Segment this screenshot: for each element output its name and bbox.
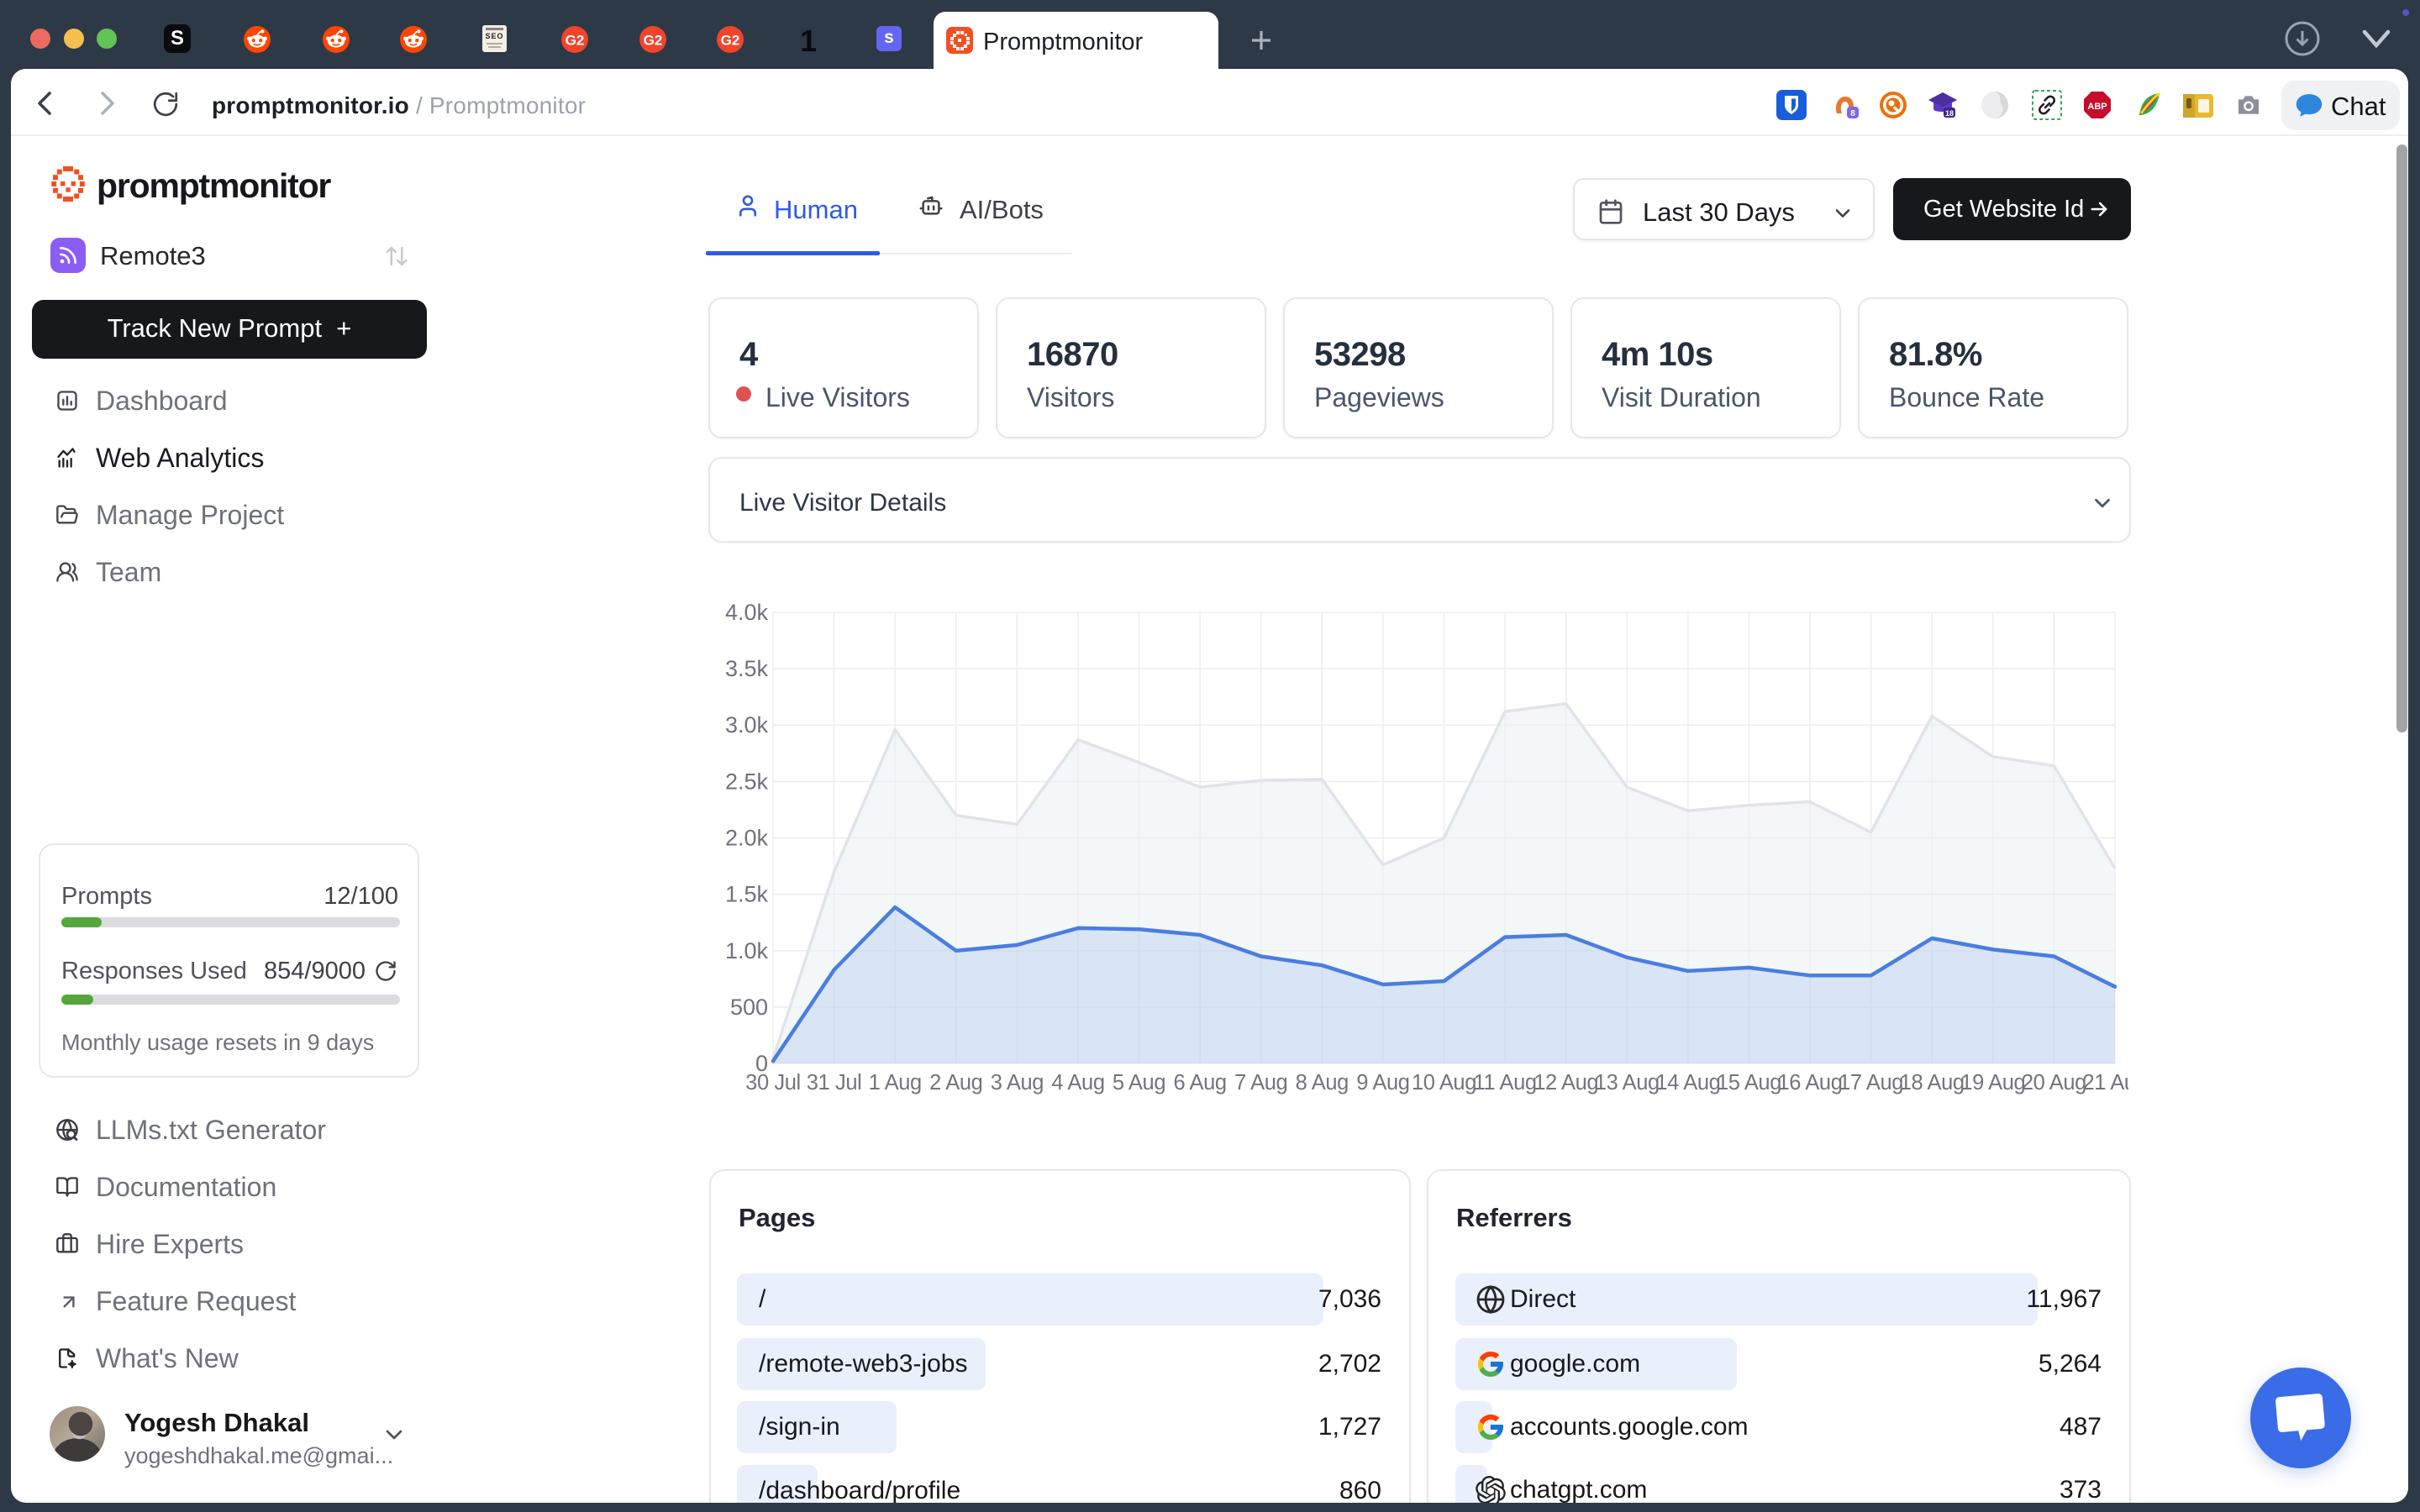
svg-text:0: 0 — [755, 1051, 768, 1076]
svg-text:4 Aug: 4 Aug — [1051, 1071, 1104, 1095]
svg-text:500: 500 — [730, 995, 768, 1020]
svg-text:3.0k: 3.0k — [725, 712, 769, 738]
svg-text:30 Jul: 30 Jul — [745, 1071, 801, 1095]
svg-text:1.5k: 1.5k — [725, 882, 769, 907]
svg-text:17 Aug: 17 Aug — [1839, 1071, 1903, 1095]
svg-text:2.5k: 2.5k — [725, 769, 769, 794]
svg-text:11 Aug: 11 Aug — [1474, 1071, 1537, 1095]
svg-text:21 Aug: 21 Aug — [2082, 1071, 2128, 1095]
svg-text:3.5k: 3.5k — [725, 656, 769, 681]
svg-text:15 Aug: 15 Aug — [1717, 1071, 1781, 1095]
svg-text:19 Aug: 19 Aug — [1960, 1071, 2025, 1095]
svg-text:20 Aug: 20 Aug — [2022, 1071, 2086, 1095]
svg-text:31 Jul: 31 Jul — [807, 1071, 862, 1095]
svg-text:10 Aug: 10 Aug — [1412, 1071, 1476, 1095]
svg-text:G2: G2 — [721, 32, 740, 48]
svg-text:16 Aug: 16 Aug — [1777, 1071, 1842, 1095]
svg-text:13 Aug: 13 Aug — [1595, 1071, 1660, 1095]
svg-text:4.0k: 4.0k — [725, 600, 769, 625]
svg-text:2 Aug: 2 Aug — [929, 1071, 982, 1095]
svg-text:1 Aug: 1 Aug — [869, 1071, 922, 1095]
svg-text:8 Aug: 8 Aug — [1296, 1071, 1349, 1095]
svg-text:2.0k: 2.0k — [725, 826, 769, 851]
svg-text:ABP: ABP — [2087, 102, 2107, 112]
svg-text:G2: G2 — [644, 32, 663, 48]
svg-text:12 Aug: 12 Aug — [1534, 1071, 1598, 1095]
svg-text:14 Aug: 14 Aug — [1655, 1071, 1720, 1095]
svg-text:7 Aug: 7 Aug — [1234, 1071, 1287, 1095]
svg-text:18: 18 — [1945, 109, 1954, 118]
svg-text:G2: G2 — [566, 32, 585, 48]
svg-text:9 Aug: 9 Aug — [1356, 1071, 1409, 1095]
svg-text:18 Aug: 18 Aug — [1900, 1071, 1965, 1095]
svg-text:3 Aug: 3 Aug — [991, 1071, 1044, 1095]
svg-text:1.0k: 1.0k — [725, 938, 769, 963]
svg-text:8: 8 — [1850, 109, 1855, 118]
svg-text:6 Aug: 6 Aug — [1173, 1071, 1226, 1095]
svg-text:5 Aug: 5 Aug — [1113, 1071, 1165, 1095]
